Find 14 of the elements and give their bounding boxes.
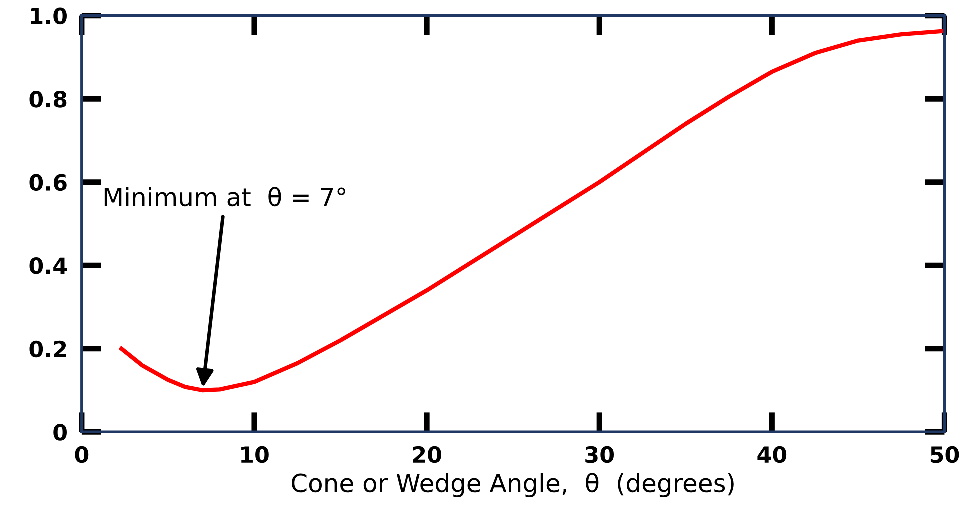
y-tick-label: 1.0 [31,8,67,25]
x-tick-label: 30 [586,446,614,464]
x-tick-label: 50 [930,446,960,464]
y-tick-label: 0.2 [30,340,66,358]
x-tick-label: 20 [413,446,442,464]
annotation: Minimum at θ = 7° [104,187,346,207]
y-tick-label: 0 [54,424,67,441]
x-tick-label: 10 [242,446,269,464]
x-axis-title: Cone or Wedge Angle, θ (degrees) [292,473,734,498]
y-tick-label: 0.6 [30,174,67,192]
x-tick-label: 0 [75,446,89,464]
y-tick-label: 0.8 [30,91,67,108]
x-tick-label: 40 [758,446,787,464]
y-tick-label: 0.4 [30,258,68,274]
